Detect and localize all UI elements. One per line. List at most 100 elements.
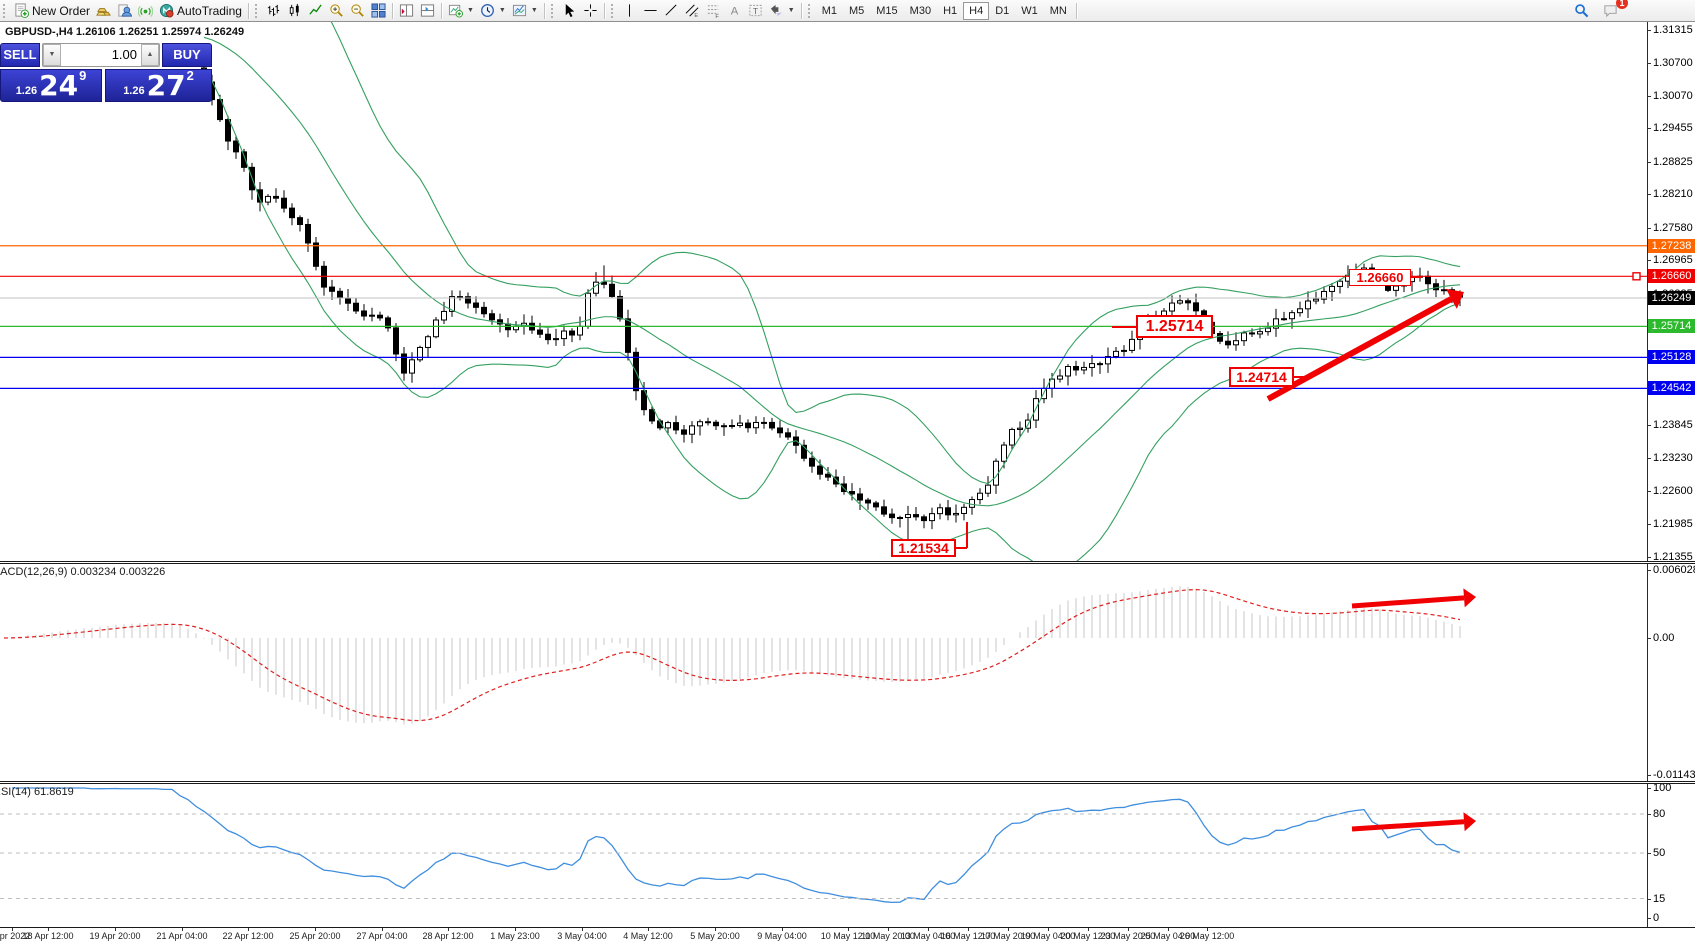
- toolbar-separator: [603, 2, 605, 19]
- new-chart-icon: [448, 3, 463, 18]
- tile-windows-button[interactable]: [368, 1, 389, 21]
- search-icon: [1574, 3, 1589, 18]
- macd-pane[interactable]: [0, 564, 1647, 781]
- cursor-button[interactable]: [559, 1, 580, 21]
- period-button[interactable]: ▼: [477, 1, 509, 21]
- dropdown-arrow-icon: ▼: [530, 7, 538, 14]
- tab-m1[interactable]: M1: [821, 4, 837, 17]
- time-axis-label: 16 May 12:00: [940, 931, 996, 941]
- tab-h1[interactable]: H1: [943, 4, 958, 17]
- dropdown-arrow-icon: ▼: [466, 7, 474, 14]
- price-tick-label: 1.22600: [1653, 485, 1693, 498]
- zoom-out-button[interactable]: [347, 1, 368, 21]
- time-tick-mark: [515, 928, 516, 931]
- signal-icon: [138, 3, 154, 18]
- template-button[interactable]: ▼: [509, 1, 541, 21]
- tab-w1[interactable]: W1: [1021, 4, 1038, 17]
- time-axis-label: 20 May 12:00: [1060, 931, 1116, 941]
- tab-m15[interactable]: M15: [876, 4, 898, 17]
- time-tick-mark: [382, 928, 383, 931]
- tab-m30[interactable]: M30: [909, 4, 932, 17]
- rsi-tick-mark: [1647, 814, 1651, 815]
- horizontal-line-icon: [643, 3, 658, 18]
- time-tick-mark: [968, 928, 969, 931]
- bar-chart-button[interactable]: [263, 1, 284, 21]
- rsi-axis-label: 80: [1653, 808, 1666, 820]
- sell-price-small: 1.26: [15, 85, 38, 97]
- rsi-axis-label: 0: [1653, 912, 1660, 924]
- notifications-button[interactable]: 1: [1600, 0, 1628, 21]
- macd-axis-label: 0.00: [1653, 632, 1675, 644]
- template-icon: [512, 3, 527, 18]
- volume-value[interactable]: 1.00: [111, 47, 137, 62]
- toolbar-grip: [610, 3, 616, 18]
- sell-button[interactable]: SELL: [0, 43, 40, 67]
- arrange-horizontal-button[interactable]: [417, 1, 438, 21]
- macd-label: MACD(12,26,9) 0.003234 0.003226: [0, 566, 166, 578]
- trendline-button[interactable]: [661, 1, 682, 21]
- volume-increase-button[interactable]: ▲: [141, 44, 159, 66]
- tab-mn[interactable]: MN: [1049, 4, 1067, 17]
- toolbar-separator: [440, 2, 442, 19]
- buy-button[interactable]: BUY: [162, 43, 212, 67]
- price-axis[interactable]: [1647, 22, 1695, 928]
- search-button[interactable]: [1571, 1, 1592, 21]
- price-annotation[interactable]: 1.21534: [891, 539, 956, 557]
- main-chart-pane[interactable]: [0, 22, 1647, 561]
- deposit-button[interactable]: [93, 1, 114, 21]
- fibonacci-button[interactable]: F: [703, 1, 724, 21]
- tab-m5[interactable]: M5: [848, 4, 865, 17]
- signal-button[interactable]: [135, 1, 156, 21]
- pane-separator[interactable]: [0, 781, 1695, 784]
- price-annotation[interactable]: 1.26660: [1349, 269, 1411, 286]
- vertical-line-button[interactable]: [619, 1, 640, 21]
- chart-symbol-header: GBPUSD-,H4 1.26106 1.26251 1.25974 1.262…: [5, 26, 245, 38]
- time-tick-mark: [1088, 928, 1089, 931]
- buy-price-sup: 2: [186, 68, 194, 83]
- time-tick-mark: [182, 928, 183, 931]
- rsi-label: RSI(14) 61.8619: [0, 786, 74, 798]
- buy-price-display[interactable]: 1.26 27 2: [105, 69, 212, 102]
- autotrading-button[interactable]: AutoTrading: [156, 1, 245, 21]
- rsi-pane[interactable]: [0, 784, 1647, 927]
- arrows-tool-button[interactable]: ▼: [766, 1, 798, 21]
- candlestick-chart-button[interactable]: [284, 1, 305, 21]
- horizontal-line-button[interactable]: [640, 1, 661, 21]
- main-toolbar: New Order AutoTrading ▼ ▼ ▼ E F A T ▼ M1…: [0, 0, 1695, 22]
- bar-chart-icon: [266, 3, 281, 18]
- volume-decrease-button[interactable]: ▼: [43, 44, 61, 66]
- time-axis-label: 25 May 04:00: [1140, 931, 1196, 941]
- channel-button[interactable]: E: [682, 1, 703, 21]
- price-tick-label: 1.28210: [1653, 188, 1693, 201]
- tab-h4[interactable]: H4: [963, 1, 990, 20]
- crosshair-button[interactable]: [580, 1, 601, 21]
- new-order-button[interactable]: New Order: [11, 1, 93, 21]
- time-axis-label: 13 May 04:00: [900, 931, 956, 941]
- time-axis-label: 27 Apr 04:00: [356, 931, 408, 941]
- time-tick-mark: [448, 928, 449, 931]
- arrange-vertical-button[interactable]: [396, 1, 417, 21]
- macd-axis-label: 0.006028: [1653, 564, 1695, 576]
- price-level-badge: 1.27238: [1648, 238, 1695, 253]
- price-tick-label: 1.27580: [1653, 221, 1693, 234]
- pane-separator[interactable]: [0, 561, 1695, 564]
- zoom-in-button[interactable]: [326, 1, 347, 21]
- price-tick-label: 1.21985: [1653, 517, 1693, 530]
- text-label-button[interactable]: T: [745, 1, 766, 21]
- deposit-icon: [96, 3, 111, 18]
- time-axis-label: 19 Apr 20:00: [89, 931, 141, 941]
- price-annotation[interactable]: 1.24714: [1229, 367, 1294, 387]
- sell-price-big: 24: [39, 69, 79, 102]
- price-annotation[interactable]: 1.25714: [1136, 315, 1213, 338]
- tab-d1[interactable]: D1: [995, 4, 1010, 17]
- new-chart-button[interactable]: ▼: [445, 1, 477, 21]
- text-button[interactable]: A: [724, 1, 745, 21]
- line-chart-button[interactable]: [305, 1, 326, 21]
- price-level-badge: 1.26249: [1648, 291, 1695, 306]
- autotrading-label: AutoTrading: [177, 3, 242, 18]
- sell-price-display[interactable]: 1.26 24 9: [0, 69, 102, 102]
- time-tick-mark: [1008, 928, 1009, 931]
- time-tick-mark: [715, 928, 716, 931]
- profile-button[interactable]: [114, 1, 135, 21]
